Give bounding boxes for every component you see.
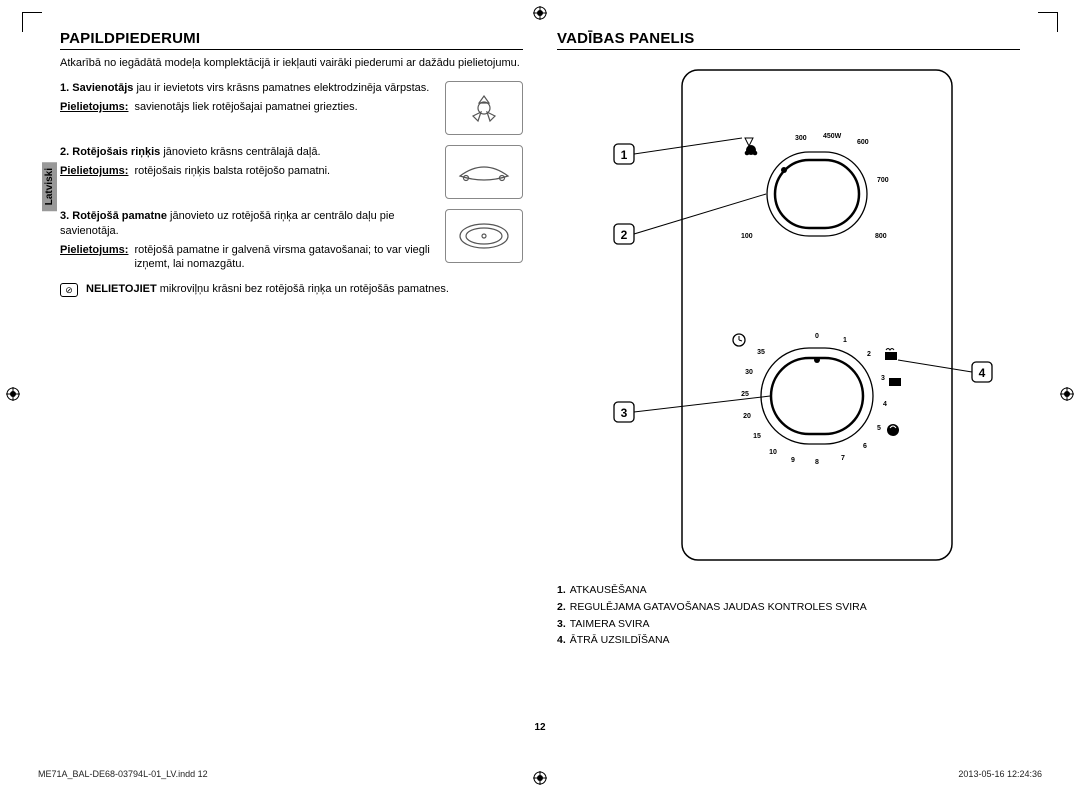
legend-item: 4.ĀTRĀ UZSILDĪŠANA <box>557 632 1020 649</box>
use-label: Pielietojums: <box>60 164 128 179</box>
svg-text:600: 600 <box>857 139 869 146</box>
legend-list: 1.ATKAUSĒŠANA 2.REGULĒJAMA GATAVOŠANAS J… <box>557 582 1020 649</box>
svg-text:25: 25 <box>741 391 749 398</box>
footer: ME71A_BAL-DE68-03794L-01_LV.indd 12 2013… <box>38 769 1042 779</box>
svg-text:3: 3 <box>881 375 885 382</box>
svg-text:9: 9 <box>791 457 795 464</box>
callout-4: 4 <box>898 360 992 382</box>
svg-text:300: 300 <box>795 135 807 142</box>
svg-text:15: 15 <box>753 433 761 440</box>
control-panel-section: VADĪBAS PANELIS 300 <box>557 30 1020 649</box>
roller-ring-icon <box>445 145 523 199</box>
svg-text:30: 30 <box>745 369 753 376</box>
callout-1: 1 <box>614 138 742 164</box>
accessories-intro: Atkarībā no iegādātā modeļa komplektācij… <box>60 56 523 71</box>
svg-text:35: 35 <box>757 349 765 356</box>
svg-text:4: 4 <box>978 366 985 380</box>
svg-text:3: 3 <box>620 406 627 420</box>
svg-text:700: 700 <box>877 177 889 184</box>
use-text: savienotājs liek rotējošajai pamatnei gr… <box>134 100 433 115</box>
accessory-item: 2. Rotējošais riņķis jānovieto krāsns ce… <box>60 145 523 199</box>
accessory-item: 1. Savienotājs jau ir ievietots virs krā… <box>60 81 523 135</box>
use-text: rotējošā pamatne ir galvenā virsma gatav… <box>134 243 433 273</box>
svg-text:100: 100 <box>741 233 753 240</box>
legend-item: 1.ATKAUSĒŠANA <box>557 582 1020 599</box>
use-text: rotējošais riņķis balsta rotējošo pamatn… <box>134 164 433 179</box>
language-tab: Latviski <box>42 162 57 211</box>
svg-text:20: 20 <box>743 413 751 420</box>
svg-text:4: 4 <box>883 401 887 408</box>
registration-mark-right <box>1060 387 1074 401</box>
accessories-title: PAPILDPIEDERUMI <box>60 30 523 50</box>
page-number: 12 <box>534 722 545 733</box>
svg-text:2: 2 <box>620 228 627 242</box>
turntable-icon <box>445 209 523 263</box>
svg-text:10: 10 <box>769 449 777 456</box>
svg-text:800: 800 <box>875 233 887 240</box>
footer-date: 2013-05-16 12:24:36 <box>958 769 1042 779</box>
accessories-section: PAPILDPIEDERUMI Atkarībā no iegādātā mod… <box>60 30 523 649</box>
svg-text:0: 0 <box>815 333 819 340</box>
prohibit-icon: ⊘ <box>60 283 78 297</box>
use-label: Pielietojums: <box>60 243 128 273</box>
control-panel-diagram: 300 450W 600 700 800 100 <box>557 66 1020 566</box>
warning-note: ⊘ NELIETOJIET mikroviļņu krāsni bez rotē… <box>60 282 523 297</box>
legend-item: 3.TAIMERA SVIRA <box>557 616 1020 633</box>
svg-text:6: 6 <box>863 443 867 450</box>
registration-mark-top <box>533 6 547 20</box>
control-panel-title: VADĪBAS PANELIS <box>557 30 1020 50</box>
registration-mark-left <box>6 387 20 401</box>
legend-item: 2.REGULĒJAMA GATAVOŠANAS JAUDAS KONTROLE… <box>557 599 1020 616</box>
coupler-icon <box>445 81 523 135</box>
svg-text:2: 2 <box>867 351 871 358</box>
use-label: Pielietojums: <box>60 100 128 115</box>
svg-text:5: 5 <box>877 425 881 432</box>
svg-text:8: 8 <box>815 459 819 466</box>
svg-text:1: 1 <box>620 148 627 162</box>
footer-file: ME71A_BAL-DE68-03794L-01_LV.indd 12 <box>38 769 208 779</box>
svg-text:450W: 450W <box>823 133 842 140</box>
svg-text:1: 1 <box>843 337 847 344</box>
accessory-item: 3. Rotējošā pamatne jānovieto uz rotējoš… <box>60 209 523 272</box>
svg-text:7: 7 <box>841 455 845 462</box>
